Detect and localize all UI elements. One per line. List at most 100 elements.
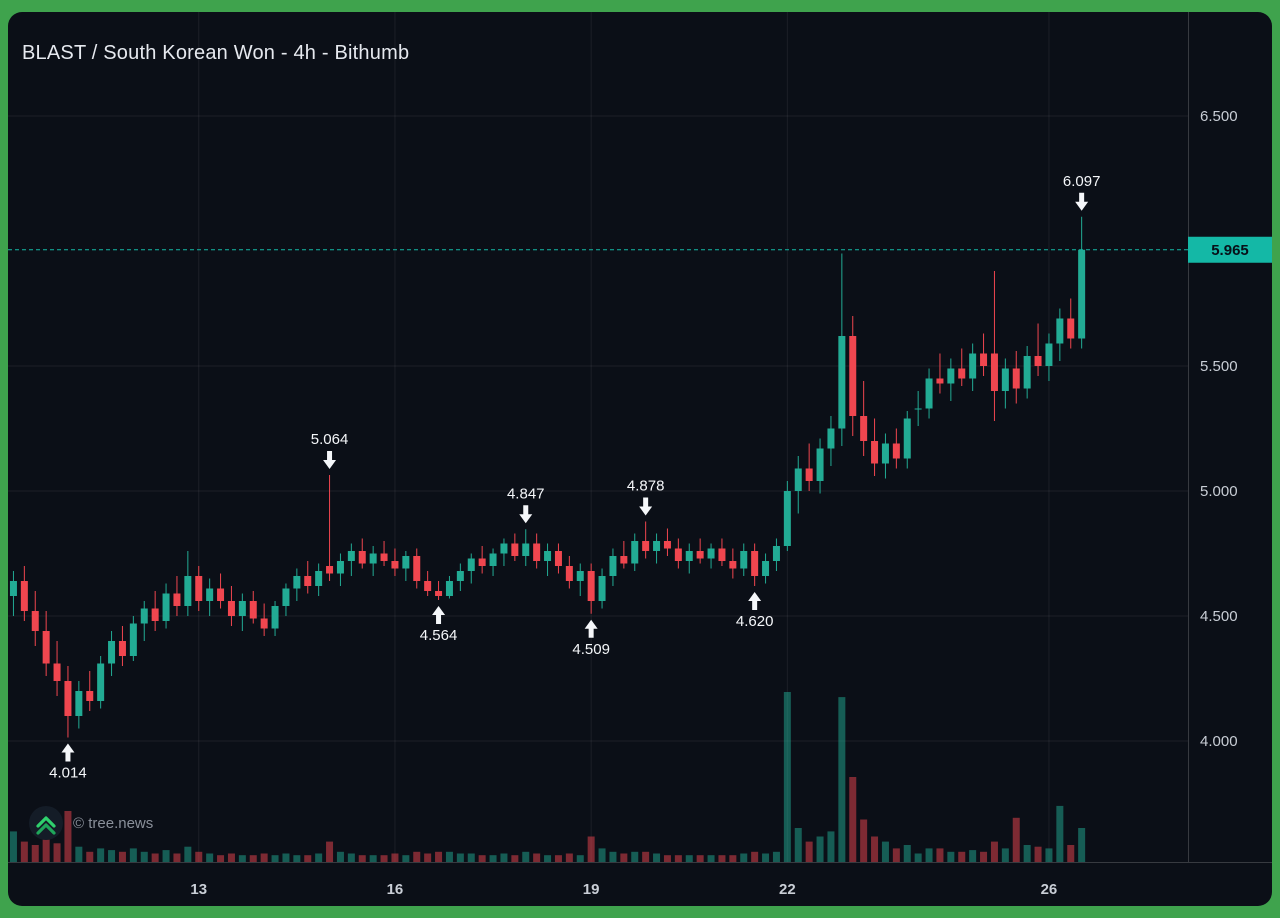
candle-body	[849, 336, 857, 416]
volume-bar	[1078, 828, 1086, 862]
candle-body	[980, 353, 988, 366]
volume-bar	[881, 841, 889, 862]
candle-body	[249, 601, 257, 619]
candle-body	[860, 416, 868, 441]
volume-bar	[282, 853, 290, 862]
candle-body	[554, 551, 562, 566]
volume-bar	[947, 851, 955, 862]
candle-body	[576, 571, 584, 581]
volume-bar	[511, 855, 519, 862]
volume-bar	[772, 851, 780, 862]
volume-bar	[293, 855, 301, 862]
candle-body	[42, 631, 50, 664]
time-tick-label: 16	[387, 881, 404, 898]
volume-bar	[827, 831, 835, 862]
candle-body	[914, 408, 922, 410]
volume-bar	[435, 851, 443, 862]
price-annotation: 4.847	[507, 485, 545, 524]
time-axis-labels[interactable]: 13 16 19 22 26	[190, 881, 1057, 898]
candle-body	[9, 581, 17, 596]
volume-bar	[20, 841, 28, 862]
candle-body	[293, 576, 301, 589]
volume-bar	[1034, 846, 1042, 862]
volume-bar	[587, 836, 595, 862]
volume-bar	[358, 855, 366, 862]
volume-bar	[1056, 805, 1064, 862]
candle-body	[282, 588, 290, 606]
price-annotation: 4.620	[736, 592, 773, 630]
volume-bar	[336, 851, 344, 862]
volume-bar	[696, 855, 704, 862]
volume-bar	[413, 851, 421, 862]
volume-bar	[707, 855, 715, 862]
candle-body	[369, 553, 377, 564]
candle-body	[478, 558, 486, 566]
candle-body	[336, 561, 344, 574]
volume-bar	[533, 853, 541, 862]
volume-bar	[783, 692, 791, 862]
chart-panel: 5.965 6.500 5.500 5.000 4.500 4.000 13 16 19 22 26…	[8, 12, 1272, 906]
candle-body	[871, 441, 879, 464]
candle-body	[75, 691, 83, 716]
volume-bar	[1045, 848, 1053, 862]
volume-bar	[729, 855, 737, 862]
volume-bar	[554, 855, 562, 862]
candle-body	[380, 553, 388, 561]
price-chart-canvas[interactable]: 5.965 6.500 5.500 5.000 4.500 4.000 13 16 19 22 26…	[8, 12, 1272, 906]
volume-bar	[31, 845, 39, 862]
volume-bar	[64, 811, 72, 862]
current-price-label: 5.965	[1211, 242, 1249, 259]
volume-bar	[936, 848, 944, 862]
candle-body	[740, 551, 748, 569]
candle-body	[31, 611, 39, 631]
volume-bar	[849, 777, 857, 862]
price-annotation: 6.097	[1063, 173, 1101, 211]
volume-bar	[565, 853, 573, 862]
volume-bar	[609, 851, 617, 862]
volume-bar	[871, 836, 879, 862]
candle-body	[260, 618, 268, 629]
volume-bar	[326, 841, 334, 862]
watermark-text: © tree.news	[73, 814, 154, 832]
arrow-down-icon	[323, 451, 337, 469]
volume-bar	[1023, 845, 1031, 862]
volume-bar	[271, 855, 279, 862]
watermark: © tree.news	[28, 805, 153, 841]
volume-bar	[315, 853, 323, 862]
tree-news-logo-icon	[28, 805, 64, 841]
candle-body	[903, 418, 911, 459]
candle-body	[326, 566, 334, 574]
candle-body	[271, 606, 279, 629]
candle-body	[936, 378, 944, 384]
candle-body	[162, 593, 170, 621]
current-price-badge[interactable]: 5.965	[1188, 236, 1272, 263]
volume-bar	[227, 853, 235, 862]
annotation-price-label: 6.097	[1063, 173, 1101, 190]
price-axis-labels[interactable]: 6.500 5.500 5.000 4.500 4.000	[1200, 108, 1238, 750]
volume-bar	[925, 848, 933, 862]
volume-bar	[674, 855, 682, 862]
volume-bar	[860, 819, 868, 862]
candle-body	[544, 551, 552, 561]
volume-bar	[544, 855, 552, 862]
candle-body	[1034, 356, 1042, 366]
arrow-up-icon	[432, 606, 446, 624]
candle-body	[347, 551, 355, 561]
volume-layer	[9, 692, 1086, 862]
volume-bar	[489, 855, 497, 862]
time-tick-label: 22	[779, 881, 796, 898]
price-annotation: 4.564	[420, 606, 457, 644]
candle-body	[391, 561, 399, 569]
arrow-down-icon	[639, 497, 653, 516]
candle-body	[805, 468, 813, 481]
volume-bar	[990, 841, 998, 862]
candle-body	[173, 593, 181, 606]
price-tick-label: 5.500	[1200, 358, 1238, 375]
candle-body	[402, 556, 410, 569]
volume-bar	[42, 838, 50, 862]
annotation-price-label: 4.509	[572, 641, 610, 658]
volume-bar	[751, 851, 759, 862]
candle-body	[129, 623, 137, 656]
volume-bar	[620, 853, 628, 862]
arrow-down-icon	[519, 505, 533, 524]
